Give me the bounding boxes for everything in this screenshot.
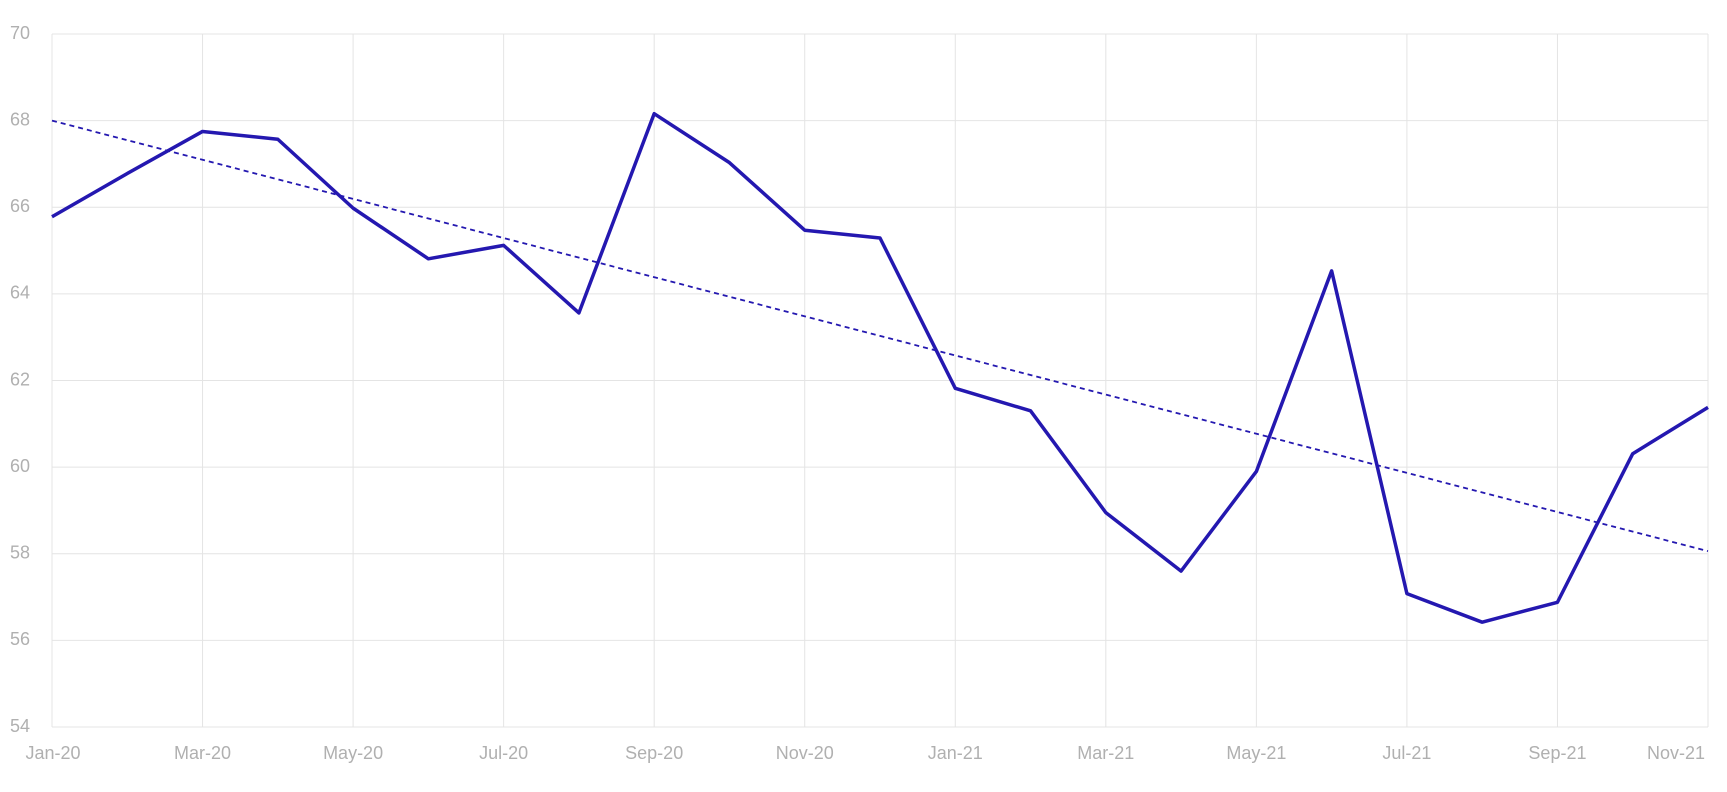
x-tick-label: Jul-21 (1382, 743, 1431, 763)
x-tick-label: Nov-20 (776, 743, 834, 763)
x-tick-label: May-21 (1226, 743, 1286, 763)
x-tick-label: Jan-21 (928, 743, 983, 763)
data-line (51, 111, 1709, 624)
x-tick-label: Mar-20 (174, 743, 231, 763)
trend-line (51, 119, 1709, 553)
x-tick-label: Jan-20 (25, 743, 80, 763)
x-tick-label: Sep-21 (1528, 743, 1586, 763)
y-tick-label: 70 (10, 23, 30, 43)
y-tick-label: 60 (10, 456, 30, 476)
y-tick-label: 68 (10, 109, 30, 129)
y-tick-label: 54 (10, 716, 30, 736)
x-tick-label: May-20 (323, 743, 383, 763)
y-tick-label: 58 (10, 543, 30, 563)
x-tick-label: Jul-20 (479, 743, 528, 763)
x-tick-label: Nov-21 (1647, 743, 1705, 763)
x-tick-label: Mar-21 (1077, 743, 1134, 763)
y-tick-label: 66 (10, 196, 30, 216)
y-tick-label: 64 (10, 283, 30, 303)
x-tick-label: Sep-20 (625, 743, 683, 763)
y-tick-label: 62 (10, 369, 30, 389)
y-tick-label: 56 (10, 629, 30, 649)
